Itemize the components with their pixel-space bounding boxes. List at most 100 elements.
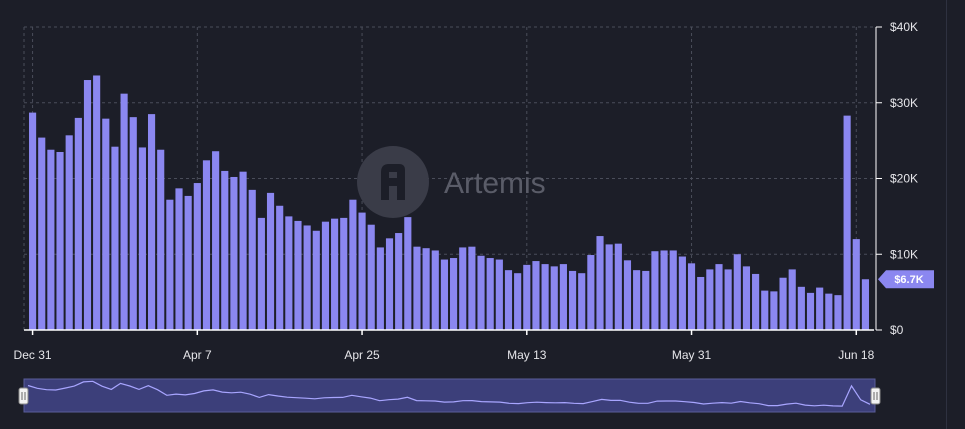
y-tick-label: $10K bbox=[890, 247, 918, 261]
bar bbox=[504, 270, 513, 330]
bar bbox=[376, 247, 384, 330]
bar bbox=[477, 255, 485, 330]
bar bbox=[147, 114, 156, 330]
bar bbox=[157, 149, 165, 330]
bar bbox=[138, 147, 146, 330]
bar bbox=[450, 258, 458, 330]
bar bbox=[257, 217, 265, 330]
bar bbox=[93, 75, 101, 330]
bar bbox=[596, 236, 604, 330]
x-tick-label: Dec 31 bbox=[14, 348, 52, 362]
y-tick-label: $20K bbox=[890, 172, 918, 186]
bar bbox=[285, 216, 293, 331]
bar bbox=[111, 146, 119, 330]
bar bbox=[559, 264, 567, 330]
bar bbox=[166, 199, 174, 330]
bar bbox=[816, 287, 824, 330]
bar bbox=[468, 246, 476, 330]
bar bbox=[623, 260, 632, 330]
bar bbox=[312, 230, 320, 330]
bar bbox=[578, 273, 586, 330]
navigator-left-handle[interactable] bbox=[18, 387, 29, 405]
bar bbox=[129, 117, 137, 330]
bar bbox=[358, 212, 366, 330]
y-tick-label: $30K bbox=[890, 96, 918, 110]
bar bbox=[331, 218, 339, 330]
current-value-label: $6.7K bbox=[894, 274, 923, 286]
bar bbox=[303, 225, 311, 330]
bar bbox=[788, 269, 796, 330]
bar bbox=[852, 239, 860, 330]
right-edge-divider bbox=[946, 0, 947, 429]
bar bbox=[797, 286, 805, 330]
y-tick-label: $40K bbox=[890, 20, 918, 34]
bar bbox=[65, 135, 73, 330]
bar bbox=[532, 261, 540, 330]
bar bbox=[825, 293, 833, 330]
bar bbox=[742, 266, 751, 330]
x-tick-label: May 13 bbox=[507, 348, 547, 362]
bar bbox=[514, 273, 522, 330]
bar bbox=[806, 292, 815, 330]
bar bbox=[175, 188, 183, 330]
x-tick-label: Apr 7 bbox=[183, 348, 212, 362]
navigator-right-handle[interactable] bbox=[870, 387, 881, 405]
bar bbox=[724, 269, 732, 330]
bar bbox=[678, 256, 686, 330]
bar bbox=[861, 279, 869, 330]
bar bbox=[843, 115, 851, 330]
bar bbox=[56, 151, 64, 330]
bar bbox=[340, 217, 348, 330]
x-tick-label: Apr 25 bbox=[344, 348, 380, 362]
bar bbox=[248, 189, 256, 330]
bar bbox=[642, 270, 650, 330]
bar bbox=[541, 264, 549, 330]
bar bbox=[440, 259, 448, 330]
y-tick-label: $0 bbox=[890, 323, 904, 337]
bar bbox=[779, 277, 787, 330]
bar bbox=[385, 238, 394, 330]
x-axis-ticks: Dec 31 Apr 7 Apr 25 May 13 May 31 Jun 18 bbox=[14, 330, 875, 362]
bar bbox=[733, 254, 741, 330]
bar bbox=[523, 264, 531, 330]
bar bbox=[605, 244, 613, 330]
bar bbox=[29, 112, 37, 330]
bar bbox=[422, 248, 430, 330]
bar bbox=[83, 80, 92, 330]
artemis-logo-glyph bbox=[381, 164, 405, 200]
bar bbox=[495, 259, 503, 330]
bar bbox=[834, 295, 842, 330]
bar bbox=[697, 276, 705, 330]
bar bbox=[184, 195, 192, 330]
x-tick-label: Jun 18 bbox=[838, 348, 874, 362]
bar bbox=[587, 255, 595, 330]
navigator-track[interactable] bbox=[23, 378, 876, 413]
bar bbox=[568, 270, 577, 330]
bar bbox=[770, 291, 778, 330]
bar bbox=[687, 263, 696, 330]
bar bbox=[752, 273, 760, 330]
bar bbox=[669, 250, 677, 330]
bar bbox=[239, 171, 247, 330]
bar bbox=[413, 246, 421, 330]
bar bbox=[193, 183, 201, 330]
bar bbox=[431, 250, 439, 330]
current-value-badge-shape bbox=[878, 270, 934, 289]
bar bbox=[102, 118, 110, 330]
bar bbox=[614, 243, 622, 330]
current-value-badge: $6.7K bbox=[878, 270, 934, 289]
bar bbox=[651, 251, 659, 330]
watermark-text: Artemis bbox=[444, 167, 546, 200]
bar bbox=[550, 266, 558, 330]
range-navigator[interactable] bbox=[18, 378, 881, 413]
bar bbox=[38, 137, 46, 330]
bar bbox=[395, 233, 403, 330]
bar bbox=[367, 224, 375, 330]
bar bbox=[660, 250, 668, 330]
bar bbox=[633, 270, 641, 330]
bar bbox=[761, 290, 769, 330]
bar bbox=[459, 247, 467, 330]
watermark: Artemis bbox=[357, 146, 546, 218]
bar bbox=[230, 176, 238, 330]
